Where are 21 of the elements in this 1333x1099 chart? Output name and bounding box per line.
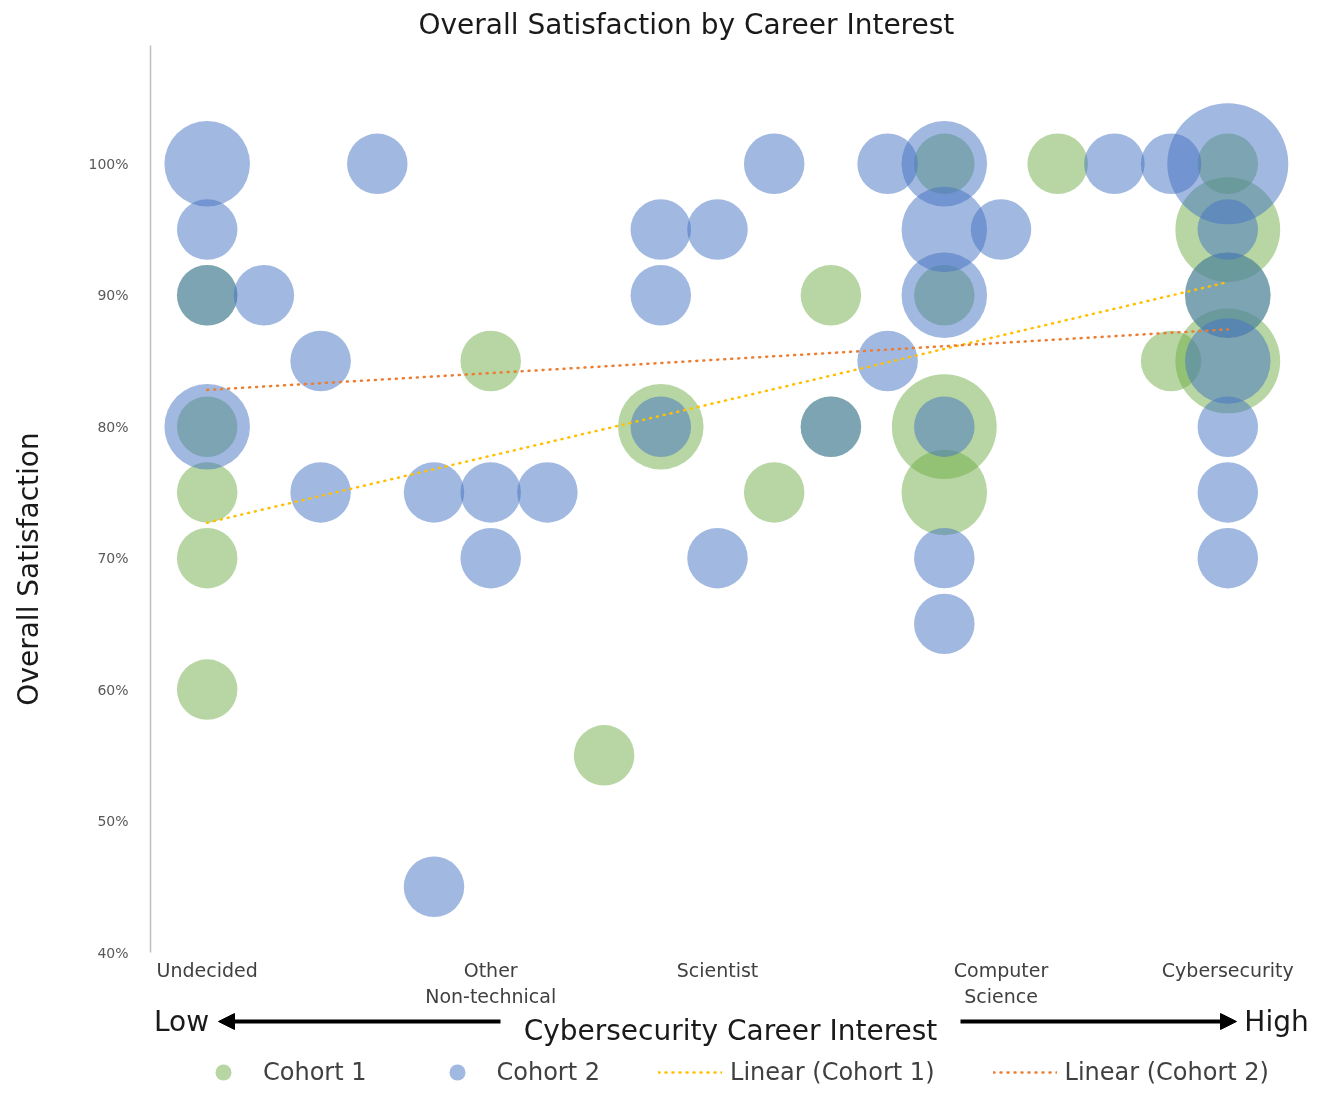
legend-label: Cohort 1: [263, 1058, 367, 1086]
y-axis-title: Overall Satisfaction: [12, 432, 46, 706]
text: High: [1244, 1005, 1309, 1038]
legend-label: Linear (Cohort 1): [730, 1058, 935, 1086]
y-tick-label: 50%: [97, 813, 129, 830]
x-tick-label: Other Non-technical: [425, 958, 557, 1007]
x-tick-label: Scientist: [676, 958, 759, 981]
legend-label: Cohort 2: [496, 1058, 601, 1086]
legend-label: Linear (Cohort 2): [1064, 1058, 1269, 1086]
x-tick-label: Cybersecurity: [1161, 958, 1294, 981]
y-tick-label: 100%: [88, 155, 129, 172]
y-tick-label: 80%: [97, 418, 129, 435]
chart-title: Overall Satisfaction by Career Interest: [418, 7, 955, 41]
x-tick-label: Undecided: [156, 958, 258, 981]
x-tick-label: Computer Science: [953, 958, 1049, 1007]
y-tick-label: 40%: [97, 944, 129, 961]
x-axis-title: Cybersecurity Career Interest: [523, 1013, 938, 1047]
text: Low: [153, 1005, 210, 1038]
y-tick-label: 60%: [97, 681, 129, 698]
y-tick-label: 70%: [97, 550, 129, 567]
y-tick-label: 90%: [97, 287, 129, 304]
